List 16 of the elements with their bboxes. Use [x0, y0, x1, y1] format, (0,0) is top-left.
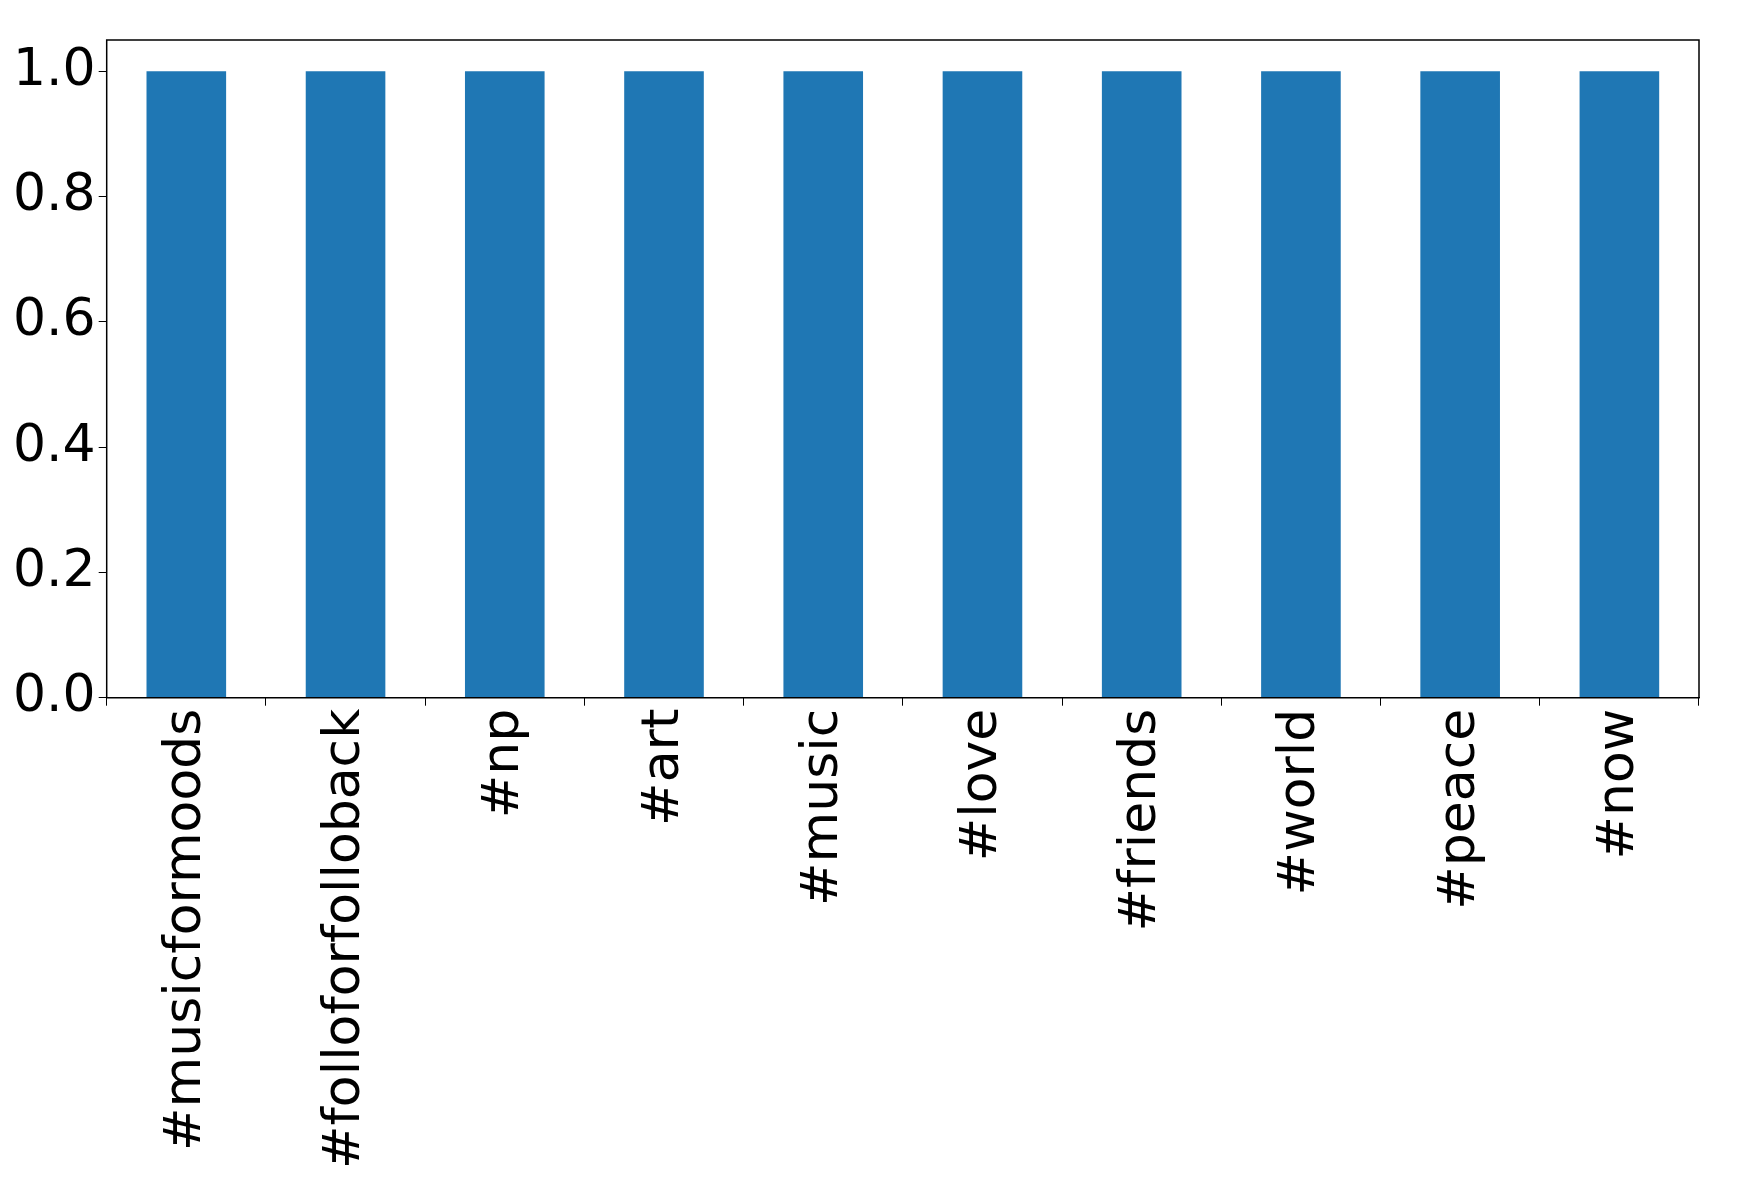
x-tick-label: #world	[1266, 708, 1327, 896]
y-tick-label: 0.4	[12, 412, 96, 473]
x-tick-label: #music	[788, 708, 849, 907]
x-tick-label: #musicformoods	[151, 708, 212, 1151]
x-tick-label: #friends	[1107, 708, 1168, 932]
x-tick-label: #now	[1584, 708, 1645, 860]
x-tick-label: #folloforfolloback	[311, 708, 372, 1170]
y-tick-label: 0.0	[12, 663, 96, 724]
y-tick-label: 0.8	[12, 162, 96, 223]
x-tick-label: #peace	[1425, 708, 1486, 910]
y-tick-label: 1.0	[12, 36, 96, 97]
y-tick-label: 0.6	[12, 287, 96, 348]
x-tick-label: #love	[947, 708, 1008, 862]
y-tick-label: 0.2	[12, 537, 96, 598]
x-tick-label: #np	[470, 708, 531, 819]
x-tick-label: #art	[629, 708, 690, 826]
